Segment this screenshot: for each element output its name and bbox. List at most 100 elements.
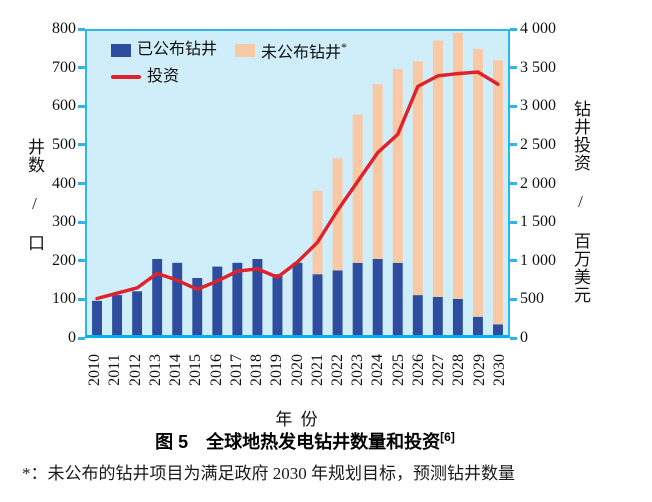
left-tick-label: 800 [52, 20, 76, 37]
left-axis-title: 井数 / 口 [25, 138, 44, 252]
left-tick-label: 700 [52, 58, 76, 76]
right-tick-3000 [510, 104, 517, 108]
x-tick-label-2016: 2016 [207, 354, 225, 386]
left-tick-label: 600 [52, 97, 76, 115]
bar-unannounced-2030 [493, 60, 503, 325]
right-axis-title: 钻井投资 / 百万美元 [571, 100, 590, 304]
x-tick-label-2017: 2017 [227, 354, 245, 386]
right-tick-label: 0 [520, 329, 528, 346]
bar-announced-2026 [412, 295, 423, 335]
left-tick-label: 0 [68, 329, 76, 346]
x-tick-label-2010: 2010 [86, 354, 104, 386]
bar-announced-2024 [372, 259, 383, 335]
x-tick-label-2012: 2012 [126, 354, 144, 386]
chart-legend: 已公布钻井 未公布钻井* 投资 [111, 36, 357, 90]
x-tick-label-2015: 2015 [187, 354, 205, 386]
bar-announced-2027 [432, 297, 443, 335]
left-tick-500 [78, 143, 85, 147]
x-tick-label-2028: 2028 [450, 354, 468, 386]
bar-announced-2028 [452, 298, 463, 335]
x-tick-label-2029: 2029 [470, 354, 488, 386]
bar-unannounced-2022 [332, 158, 343, 271]
x-tick-label-2019: 2019 [268, 354, 286, 386]
left-tick-label: 100 [52, 290, 76, 308]
bar-announced-2018 [252, 259, 263, 335]
right-tick-label: 4 000 [520, 20, 556, 37]
bar-announced-2022 [332, 270, 343, 335]
left-tick-300 [78, 220, 85, 224]
unannounced-swatch-icon [235, 43, 256, 57]
plot-area: 已公布钻井 未公布钻井* 投资 [85, 29, 510, 338]
announced-swatch-icon [111, 43, 131, 57]
left-tick-400 [78, 182, 85, 185]
right-tick-500 [510, 297, 517, 301]
investment-line-swatch-icon [111, 75, 141, 80]
right-tick-label: 2 000 [520, 174, 556, 192]
x-tick-label-2013: 2013 [146, 354, 164, 386]
legend-item-unannounced: 未公布钻井* [235, 36, 347, 64]
left-tick-label: 300 [52, 213, 76, 231]
bar-announced-2010 [92, 300, 102, 335]
bar-announced-2020 [292, 262, 303, 335]
right-tick-label: 1 000 [520, 251, 556, 269]
x-tick-label-2021: 2021 [308, 354, 326, 386]
x-axis-title: 年 份 [275, 410, 320, 429]
bar-announced-2012 [132, 291, 143, 335]
figure-footnote: *：未公布的钻井项目为满足政府 2030 年规划目标，预测钻井数量 [22, 464, 515, 483]
figure-citation: [6] [440, 430, 455, 444]
x-tick-label-2025: 2025 [389, 354, 407, 386]
x-tick-label-2024: 2024 [369, 354, 387, 386]
figure-caption-text: 图 5 全球地热发电钻井数量和投资 [155, 432, 441, 452]
left-tick-700 [78, 66, 85, 70]
bar-announced-2013 [152, 259, 163, 335]
x-tick-label-2027: 2027 [430, 354, 448, 386]
left-tick-0 [78, 336, 85, 340]
left-tick-label: 500 [52, 135, 76, 153]
x-tick-label-2030: 2030 [490, 354, 508, 386]
bar-unannounced-2027 [432, 40, 443, 297]
left-tick-label: 200 [52, 251, 76, 269]
left-tick-200 [78, 259, 85, 263]
investment-line [95, 70, 500, 301]
right-tick-1500 [510, 220, 517, 224]
legend-row-bars: 已公布钻井 未公布钻井* [111, 36, 357, 64]
bar-announced-2011 [112, 295, 123, 335]
bar-unannounced-2026 [412, 61, 423, 296]
legend-label-announced: 已公布钻井 [137, 41, 218, 59]
bar-announced-2019 [272, 274, 283, 335]
right-tick-2000 [510, 182, 517, 185]
x-tick-label-2022: 2022 [328, 354, 346, 386]
bar-announced-2029 [472, 316, 483, 335]
x-tick-label-2020: 2020 [288, 354, 306, 386]
bar-unannounced-2025 [392, 69, 403, 263]
right-tick-label: 3 000 [520, 97, 556, 115]
x-tick-label-2026: 2026 [409, 354, 427, 386]
bar-unannounced-2023 [352, 114, 363, 263]
bar-announced-2015 [192, 278, 203, 335]
right-tick-3500 [510, 66, 517, 70]
bar-unannounced-2021 [312, 190, 323, 275]
x-tick-label-2018: 2018 [248, 354, 266, 386]
legend-item-investment: 投资 [111, 66, 179, 88]
legend-label-investment: 投资 [147, 68, 180, 86]
right-tick-2500 [510, 143, 517, 147]
legend-label-unannounced: 未公布钻井* [261, 40, 348, 62]
chart-canvas [92, 32, 503, 335]
bar-announced-2021 [312, 274, 323, 335]
bar-announced-2014 [172, 262, 183, 335]
x-tick-label-2014: 2014 [167, 354, 185, 386]
bar-unannounced-2024 [372, 84, 383, 259]
left-tick-600 [78, 104, 85, 108]
bar-announced-2023 [352, 262, 363, 335]
figure-caption: 图 5 全球地热发电钻井数量和投资[6] [0, 428, 610, 454]
right-tick-0 [510, 336, 517, 340]
right-tick-label: 2 500 [520, 135, 556, 153]
bar-announced-2025 [392, 262, 403, 335]
right-tick-1000 [510, 259, 517, 263]
left-tick-label: 400 [52, 174, 76, 192]
bar-unannounced-2029 [472, 48, 483, 317]
left-tick-800 [78, 27, 85, 31]
right-tick-label: 1 500 [520, 213, 556, 231]
right-tick-label: 3 500 [520, 58, 556, 76]
